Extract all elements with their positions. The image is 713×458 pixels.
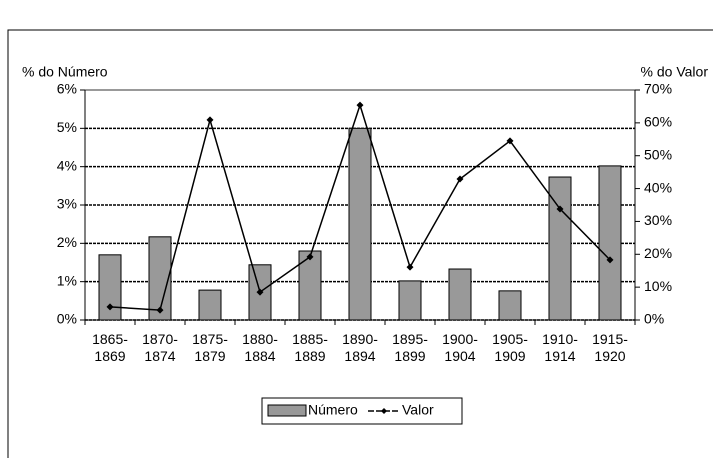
- x-tick-label: 1895-1899: [392, 331, 428, 364]
- x-tick-label: 1890-1894: [342, 331, 378, 364]
- marker: [506, 137, 514, 145]
- y-tick-label: 6%: [57, 81, 77, 97]
- y2-tick-label: 60%: [644, 114, 672, 130]
- bar: [598, 165, 622, 321]
- legend-label: Valor: [402, 402, 434, 418]
- x-tick-label: 1910-1914: [542, 331, 578, 364]
- y2-tick-label: 70%: [644, 81, 672, 97]
- legend-marker: [381, 408, 387, 414]
- y2-tick-label: 40%: [644, 179, 672, 195]
- x-tick-label: 1870-1874: [142, 331, 178, 364]
- x-tick-label: 1875-1879: [192, 331, 228, 364]
- x-tick-label: 1900-1904: [442, 331, 478, 364]
- marker: [206, 116, 214, 124]
- y2-tick-label: 30%: [644, 212, 672, 228]
- marker: [256, 288, 264, 296]
- y-tick-label: 1%: [57, 272, 77, 288]
- marker: [306, 253, 314, 261]
- marker: [106, 303, 114, 311]
- x-tick-label: 1880-1884: [242, 331, 278, 364]
- marker: [156, 306, 164, 314]
- legend-swatch: [267, 404, 307, 417]
- marker: [456, 175, 464, 183]
- y-tick-label: 0%: [57, 311, 77, 327]
- bar: [498, 290, 522, 321]
- y-tick-label: 5%: [57, 119, 77, 135]
- y-tick-label: 3%: [57, 196, 77, 212]
- marker: [406, 263, 414, 271]
- bar: [348, 127, 372, 321]
- y-tick-label: 4%: [57, 157, 77, 173]
- bar: [198, 289, 222, 321]
- bar: [398, 280, 422, 321]
- y2-tick-label: 0%: [644, 311, 664, 327]
- marker: [356, 101, 364, 109]
- y2-tick-label: 20%: [644, 245, 672, 261]
- x-tick-label: 1865-1869: [92, 331, 128, 364]
- x-tick-label: 1905-1909: [492, 331, 528, 364]
- marker: [556, 205, 564, 213]
- y2-tick-label: 10%: [644, 278, 672, 294]
- y-axis-label: % do Número: [22, 64, 108, 80]
- marker: [606, 256, 614, 264]
- bar: [448, 268, 472, 321]
- y2-axis-label: % do Valor: [641, 64, 709, 80]
- legend-label: Número: [308, 402, 358, 418]
- frame: [7, 29, 713, 458]
- x-tick-label: 1885-1889: [292, 331, 328, 364]
- y-tick-label: 2%: [57, 234, 77, 250]
- y2-tick-label: 50%: [644, 146, 672, 162]
- x-tick-label: 1915-1920: [592, 331, 628, 364]
- bar: [298, 250, 322, 321]
